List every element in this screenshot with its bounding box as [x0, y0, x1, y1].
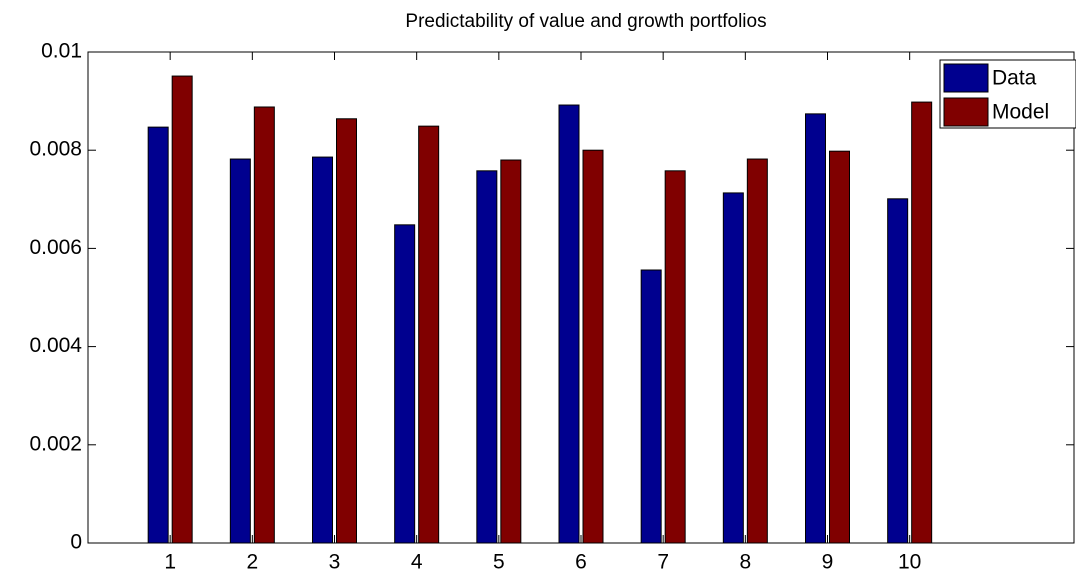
bar — [805, 113, 826, 544]
y-tick-label: 0.004 — [29, 334, 82, 357]
bar — [582, 149, 604, 544]
x-tick-label: 2 — [246, 551, 258, 574]
x-tick-label: 8 — [739, 551, 751, 574]
x-tick-label: 7 — [657, 551, 669, 574]
x-tick-label: 3 — [329, 551, 341, 574]
x-tick-label: 4 — [411, 551, 423, 574]
y-tick-label: 0.006 — [29, 236, 82, 259]
legend-label: Data — [992, 67, 1037, 90]
x-tick-label: 5 — [493, 551, 505, 574]
bar — [887, 198, 909, 544]
bar — [171, 75, 193, 544]
bar — [500, 159, 522, 544]
bar — [722, 192, 744, 544]
bar — [229, 158, 251, 544]
bar — [394, 224, 416, 544]
bar — [558, 104, 580, 544]
legend-swatch — [943, 97, 989, 127]
bar — [664, 170, 686, 544]
x-tick-label: 10 — [898, 551, 921, 574]
y-tick-label: 0.01 — [41, 40, 82, 63]
y-tick-label: 0.002 — [29, 432, 82, 455]
x-tick-label: 6 — [575, 551, 587, 574]
bar — [746, 158, 768, 544]
chart-title: Predictability of value and growth portf… — [405, 11, 766, 32]
bar — [253, 106, 275, 544]
bar — [476, 170, 498, 544]
x-tick-label: 1 — [164, 551, 176, 574]
legend-label: Model — [992, 101, 1049, 124]
bar — [418, 125, 440, 544]
bar — [640, 269, 662, 544]
legend-swatch — [943, 63, 989, 93]
bar — [336, 118, 357, 544]
bar — [911, 101, 933, 544]
y-tick-label: 0.008 — [29, 138, 82, 161]
bar — [147, 126, 169, 544]
bar — [829, 150, 850, 544]
x-tick-label: 9 — [822, 551, 834, 574]
y-tick-label: 0 — [70, 531, 82, 554]
bar — [312, 156, 333, 544]
